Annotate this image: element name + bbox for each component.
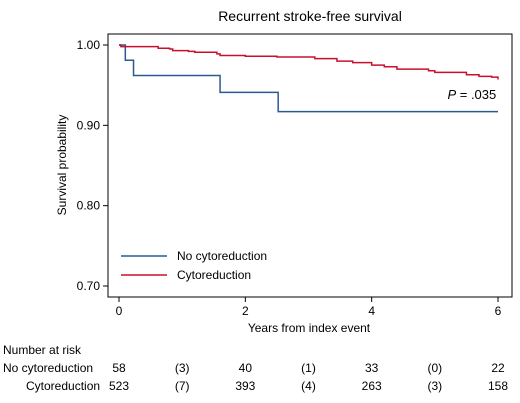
- x-tick-label: 0: [116, 304, 123, 318]
- p-value-italic: P: [447, 87, 456, 102]
- series-layer: [119, 44, 499, 113]
- risk-table: Number at risk No cytoreduction Cytoredu…: [3, 343, 508, 393]
- legend-label-cytoreduction: Cytoreduction: [177, 268, 251, 282]
- legend-box: [115, 245, 265, 287]
- x-tick-label: 4: [368, 304, 375, 318]
- chart-title: Recurrent stroke-free survival: [218, 8, 402, 24]
- legend: No cytoreduction Cytoreduction: [115, 245, 267, 287]
- risk-cell: 40: [239, 361, 253, 375]
- risk-cell: 58: [112, 361, 126, 375]
- risk-cell: 33: [365, 361, 379, 375]
- series-line-no-cytoreduction: [119, 44, 498, 113]
- risk-cell: 158: [488, 379, 508, 393]
- y-tick-label: 1.00: [77, 38, 101, 52]
- plot-area-frame: [107, 33, 513, 298]
- y-tick-label: 0.80: [77, 199, 101, 213]
- x-tick-label: 2: [242, 304, 249, 318]
- y-tick-label: 0.90: [77, 118, 101, 132]
- x-tick-label: 6: [495, 304, 502, 318]
- risk-cell: 263: [362, 379, 382, 393]
- risk-cell: (4): [301, 379, 316, 393]
- y-axis: 0.70 0.80 0.90 1.00: [77, 38, 108, 293]
- p-value-annotation: P = .035: [447, 87, 496, 102]
- y-tick-label: 0.70: [77, 279, 101, 293]
- risk-cell: (0): [427, 361, 442, 375]
- risk-row-label-cytoreduction: Cytoreduction: [26, 379, 100, 393]
- risk-cell: 22: [491, 361, 505, 375]
- risk-cell: (1): [301, 361, 316, 375]
- x-axis-title: Years from index event: [248, 321, 371, 335]
- x-axis: 0 2 4 6: [116, 297, 502, 318]
- p-value-text: = .035: [456, 87, 496, 102]
- risk-values: 58 (3) 40 (1) 33 (0) 22 523 (7) 393 (4) 263 (3) 158: [109, 361, 508, 393]
- risk-cell: (3): [427, 379, 442, 393]
- risk-table-header: Number at risk: [3, 343, 82, 357]
- y-axis-title: Survival probability: [55, 115, 69, 216]
- risk-cell: (7): [175, 379, 190, 393]
- risk-cell: (3): [175, 361, 190, 375]
- series-line-cytoreduction: [119, 44, 499, 80]
- risk-cell: 393: [235, 379, 255, 393]
- risk-cell: 523: [109, 379, 129, 393]
- legend-label-no-cytoreduction: No cytoreduction: [177, 249, 267, 263]
- risk-row-label-no-cytoreduction: No cytoreduction: [3, 361, 93, 375]
